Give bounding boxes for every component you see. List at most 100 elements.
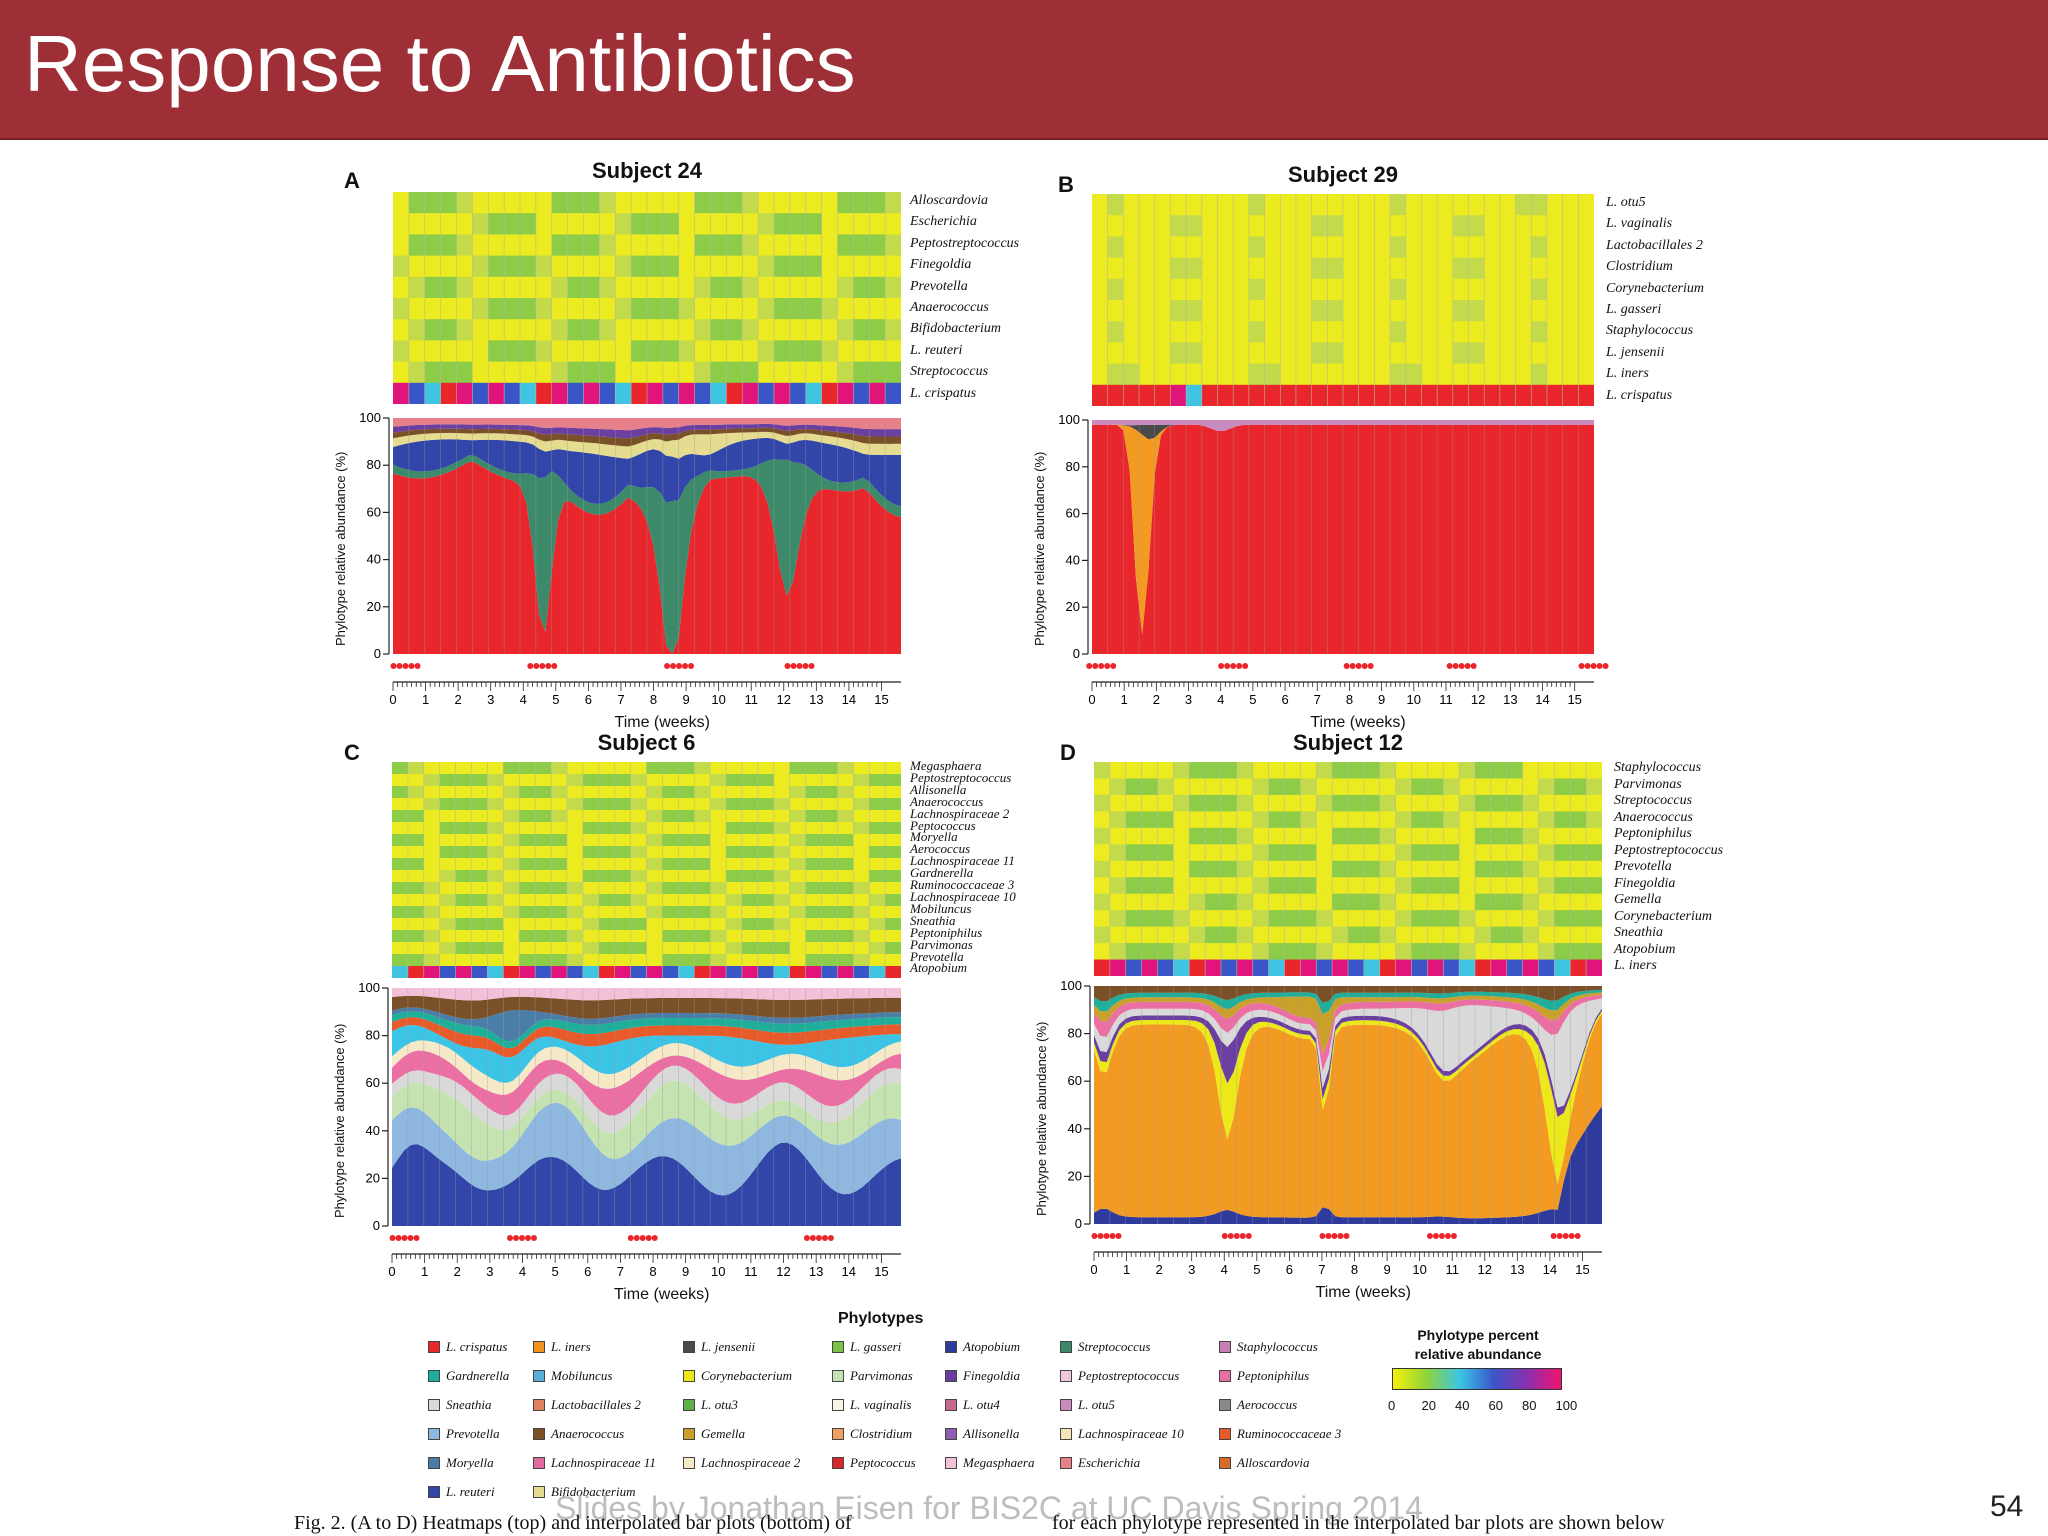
heatmap-cell — [647, 822, 664, 835]
treatment-dot — [634, 1235, 640, 1241]
heatmap-cell — [774, 383, 790, 404]
heatmap-cell — [440, 954, 457, 967]
heatmap-cell — [1469, 385, 1485, 406]
heatmap-cell — [1237, 927, 1253, 944]
heatmap-cell — [1110, 894, 1126, 911]
heatmap-cell — [1507, 877, 1523, 894]
heatmap-cell — [1312, 215, 1328, 237]
heatmap-cell — [504, 213, 520, 235]
heatmap-cell — [1202, 215, 1218, 237]
heatmap-cell — [584, 298, 600, 320]
heatmap-cell — [503, 906, 520, 919]
legend-label: Finegoldia — [963, 1368, 1020, 1384]
heatmap-cell — [1578, 385, 1594, 406]
treatment-dot — [1228, 1233, 1234, 1239]
heatmap-cell — [583, 834, 600, 847]
heatmap-cell — [1155, 385, 1171, 406]
heatmap-cell — [599, 858, 616, 871]
heatmap-cell — [662, 810, 679, 823]
heatmap-cell — [1285, 861, 1301, 878]
heatmap-cell — [790, 774, 807, 787]
heatmap-cell — [647, 256, 663, 278]
heatmap-cell — [1475, 828, 1491, 845]
heatmap-cell — [1406, 258, 1422, 280]
treatment-dot — [803, 663, 809, 669]
heatmap-cell — [1437, 385, 1453, 406]
heatmap-cell — [1547, 342, 1563, 364]
heatmap-cell — [1237, 910, 1253, 927]
heatmap-cell — [774, 774, 791, 787]
heatmap-cell — [1343, 258, 1359, 280]
heatmap-cell — [456, 774, 473, 787]
treatment-dot — [1465, 663, 1471, 669]
heatmap-cell — [584, 234, 600, 256]
heatmap-cell — [567, 966, 584, 978]
heatmap-cell — [1396, 778, 1412, 795]
heatmap-cell — [869, 798, 886, 811]
heatmap-cell — [1126, 795, 1142, 812]
heatmap-cell — [663, 298, 679, 320]
heatmap-cell — [599, 906, 616, 919]
heatmap-cell — [519, 786, 536, 799]
y-tick-label: 100 — [358, 980, 380, 995]
scale-tick-label: 80 — [1522, 1398, 1536, 1413]
heatmap-cell — [1374, 300, 1390, 322]
heatmap-cell — [1459, 943, 1475, 960]
heatmap-cell — [885, 319, 901, 341]
legend-swatch — [1219, 1399, 1231, 1411]
heatmap-cell — [584, 383, 600, 404]
heatmap-cell — [742, 774, 759, 787]
heatmap-cell — [1343, 364, 1359, 386]
heatmap-cell — [1554, 828, 1570, 845]
heatmap-cell — [440, 942, 457, 955]
heatmap-cell — [1332, 795, 1348, 812]
heatmap-cell — [1205, 943, 1221, 960]
legend-label: Aerococcus — [1237, 1397, 1297, 1413]
heatmap-cell — [758, 810, 775, 823]
treatment-dot — [1451, 1233, 1457, 1239]
heatmap-cell — [551, 798, 568, 811]
heatmap-cell — [1285, 762, 1301, 779]
heatmap-cell — [838, 383, 854, 404]
heatmap-cell — [1484, 194, 1500, 216]
heatmap-cell — [1396, 927, 1412, 944]
heatmap-cell — [1300, 927, 1316, 944]
heatmap-cell — [1249, 236, 1265, 258]
heatmap-cell — [1554, 795, 1570, 812]
heatmap-cell — [457, 362, 473, 384]
heatmap-cell — [568, 256, 584, 278]
heatmap-cell — [599, 340, 615, 362]
heatmap-cell — [1491, 877, 1507, 894]
heatmap-cell — [584, 277, 600, 299]
legend-label: Peptoniphilus — [1237, 1368, 1309, 1384]
heatmap-cell — [806, 822, 823, 835]
heatmap-cell — [1380, 894, 1396, 911]
taxa-list-d: Staphylococcus Parvimonas Streptococcus Ana… — [1614, 760, 1723, 975]
heatmap-cell — [424, 774, 441, 787]
legend-item: Gardnerella — [428, 1368, 509, 1384]
heatmap-cell — [1237, 762, 1253, 779]
treatment-dot — [409, 663, 415, 669]
heatmap-cell — [1173, 795, 1189, 812]
heatmap-cell — [440, 834, 457, 847]
heatmap-cell — [1359, 215, 1375, 237]
heatmap-cell — [726, 954, 743, 967]
heatmap-cell — [1094, 811, 1110, 828]
heatmap-cell — [662, 774, 679, 787]
heatmap-cell — [1110, 927, 1126, 944]
x-tick-label: 8 — [1346, 692, 1353, 707]
heatmap-cell — [1421, 300, 1437, 322]
heatmap-cell — [1523, 828, 1539, 845]
heatmap-cell — [662, 834, 679, 847]
heatmap-cell — [1173, 828, 1189, 845]
taxon-label: L. iners — [1614, 958, 1723, 975]
taxon-label: Finegoldia — [1614, 876, 1723, 893]
heatmap-cell — [694, 798, 711, 811]
heatmap-cell — [456, 918, 473, 931]
taxon-label: Clostridium — [1606, 256, 1704, 277]
heatmap-cell — [1108, 342, 1124, 364]
heatmap-cell — [1316, 861, 1332, 878]
heatmap-cell — [487, 810, 504, 823]
heatmap-cell — [742, 340, 758, 362]
heatmap-cell — [1155, 364, 1171, 386]
